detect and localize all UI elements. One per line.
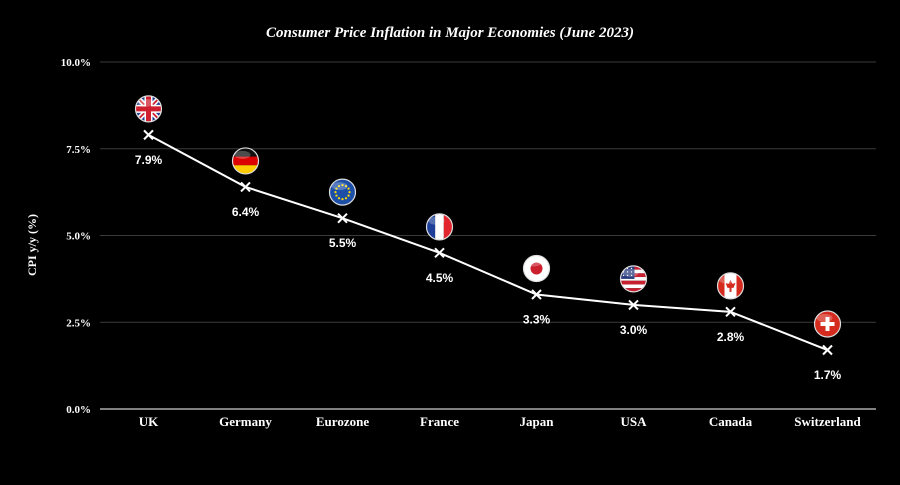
x-tick-label: Switzerland — [794, 414, 861, 429]
series-line — [148, 133, 828, 351]
x-tick-label: Japan — [520, 414, 555, 429]
france-flag — [425, 213, 454, 241]
data-label: 5.5% — [329, 236, 357, 250]
usa-flag — [619, 265, 648, 293]
japan-flag — [522, 254, 551, 283]
x-tick-label: UK — [139, 414, 159, 429]
y-axis: 0.0% 2.5% 5.0% 7.5% 10.0% — [61, 57, 91, 416]
x-tick-label: France — [420, 414, 459, 429]
data-point — [628, 299, 639, 311]
y-tick-label: 0.0% — [66, 404, 91, 416]
germany-flag — [231, 147, 260, 175]
x-tick-label: Eurozone — [316, 414, 369, 429]
chart-title: Consumer Price Inflation in Major Econom… — [266, 25, 634, 41]
y-axis-label: CPI y/y (%) — [25, 214, 39, 276]
markers — [143, 129, 833, 356]
data-label: 4.5% — [426, 271, 454, 285]
data-point — [725, 306, 736, 318]
data-label: 3.3% — [523, 312, 551, 326]
data-point — [143, 129, 154, 141]
x-axis: UK Germany Eurozone France Japan USA Canada Swi… — [139, 414, 862, 429]
y-tick-label: 7.5% — [66, 144, 91, 156]
flags — [134, 95, 842, 338]
eu-flag — [328, 178, 357, 206]
data-label: 2.8% — [717, 330, 745, 344]
x-tick-label: Canada — [709, 414, 753, 429]
data-point — [337, 212, 348, 224]
data-label: 3.0% — [620, 323, 648, 337]
data-label: 1.7% — [814, 368, 842, 382]
data-label: 6.4% — [232, 205, 260, 219]
y-tick-label: 2.5% — [66, 317, 91, 329]
data-label: 7.9% — [135, 153, 163, 167]
switzerland-flag — [813, 310, 842, 338]
canada-flag — [716, 272, 745, 300]
data-point — [531, 289, 542, 300]
series-line-group — [148, 133, 828, 351]
y-tick-label: 5.0% — [66, 231, 91, 243]
uk-flag — [134, 95, 163, 123]
grid — [100, 61, 876, 410]
data-labels: 7.9% 6.4% 5.5% 4.5% 3.3% 3.0% 2.8% 1.7% — [135, 153, 842, 382]
x-tick-label: USA — [620, 414, 647, 429]
data-point — [822, 344, 833, 356]
data-point — [240, 181, 251, 193]
y-tick-label: 10.0% — [61, 57, 91, 69]
data-point — [434, 247, 445, 259]
x-tick-label: Germany — [219, 414, 272, 429]
